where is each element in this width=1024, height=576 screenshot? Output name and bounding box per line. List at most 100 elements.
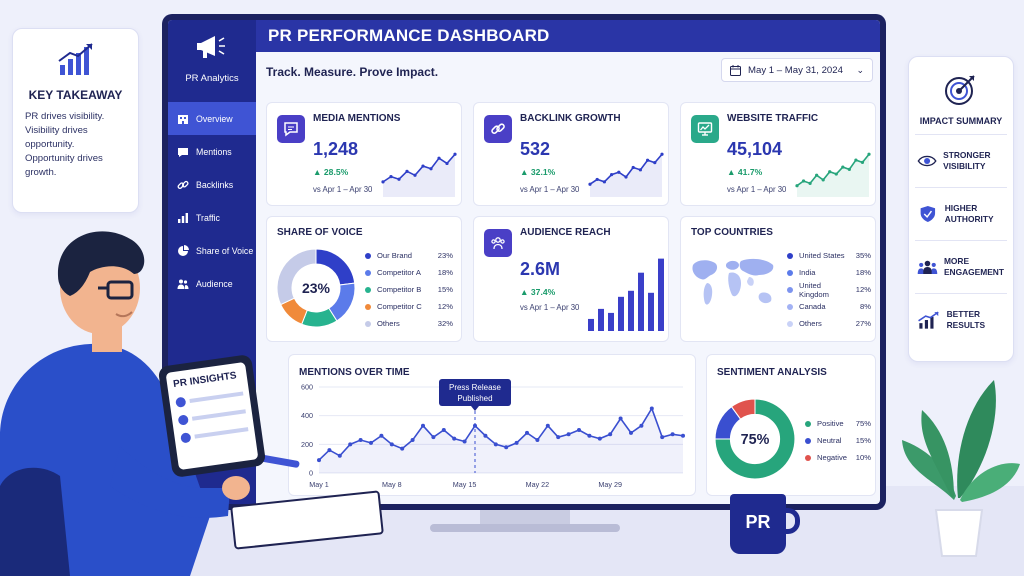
legend-value: 75% — [855, 419, 871, 428]
dashboard-header: PR PERFORMANCE DASHBOARD — [256, 20, 880, 52]
sparkline-point — [828, 170, 832, 174]
legend-value: 18% — [437, 268, 453, 277]
chart-title: MENTIONS OVER TIME — [299, 367, 410, 378]
data-point — [358, 438, 363, 443]
sparkline-point — [821, 178, 825, 182]
legend-item: Competitor B 15% — [365, 281, 453, 298]
tablet: PR INSIGHTS — [157, 354, 267, 478]
legend-value: 10% — [855, 453, 871, 462]
monitor-chart-icon — [691, 115, 719, 143]
sentiment-analysis-card[interactable]: SENTIMENT ANALYSIS 75% Positive 75% Neutr… — [706, 354, 876, 496]
legend-item: Canada 8% — [787, 298, 871, 315]
page-title: PR PERFORMANCE DASHBOARD — [268, 26, 550, 45]
data-point — [493, 442, 498, 447]
legend-value: 35% — [855, 251, 871, 260]
legend-item: Positive 75% — [805, 415, 871, 432]
legend-swatch — [365, 286, 371, 293]
legend-swatch — [365, 252, 371, 259]
sparkline-point — [660, 152, 664, 156]
share-of-voice-legend: Our Brand 23% Competitor A 18% Competitor … — [365, 247, 453, 332]
sidebar-item-label: Share of Voice — [196, 245, 254, 256]
impact-item: BETTER RESULTS — [915, 293, 1007, 346]
sidebar-item-overview[interactable]: Overview — [168, 102, 256, 135]
mentions-sparkline — [381, 152, 457, 197]
sparkline-point — [610, 173, 614, 177]
sparkline-point — [867, 152, 871, 156]
impact-title: IMPACT SUMMARY — [919, 116, 1003, 126]
data-point — [514, 440, 519, 445]
date-range-picker[interactable]: May 1 – May 31, 2024 ⌄ — [721, 58, 873, 82]
sparkline-point — [815, 173, 819, 177]
data-point — [597, 436, 602, 441]
legend-label: Neutral — [817, 436, 842, 445]
monitor-stand — [480, 510, 570, 526]
sidebar-item-label: Traffic — [196, 212, 220, 223]
backlink-growth-card[interactable]: BACKLINK GROWTH 532 ▲ 32.1% vs Apr 1 – A… — [473, 102, 669, 206]
link-icon — [484, 115, 512, 143]
check-icon — [175, 396, 187, 408]
mentions-over-time-card[interactable]: MENTIONS OVER TIME 600 400 200 0 May 1 May 8 M… — [288, 354, 696, 496]
y-tick-label: 200 — [301, 440, 313, 449]
data-point — [566, 432, 571, 437]
reach-bar — [608, 312, 614, 331]
donut-slice — [714, 398, 796, 480]
building-icon — [178, 114, 188, 124]
data-point — [618, 416, 623, 421]
tagline: Track. Measure. Prove Impact. — [266, 65, 439, 79]
y-tick-label: 600 — [301, 383, 313, 392]
sparkline-point — [453, 152, 457, 156]
legend-swatch — [787, 286, 793, 293]
sidebar-item-traffic[interactable]: Traffic — [168, 201, 256, 234]
sidebar-item-share-of-voice[interactable]: Share of Voice — [168, 234, 256, 267]
legend-swatch — [805, 437, 811, 444]
chevron-down-icon[interactable]: ⌄ — [856, 64, 864, 75]
sparkline-point — [638, 168, 642, 172]
media-mentions-card[interactable]: MEDIA MENTIONS 1,248 ▲ 28.5% vs Apr 1 – … — [266, 102, 462, 206]
sidebar-item-mentions[interactable]: Mentions — [168, 135, 256, 168]
check-icon — [177, 414, 189, 426]
website-traffic-card[interactable]: WEBSITE TRAFFIC 45,104 ▲ 41.7% vs Apr 1 … — [680, 102, 876, 206]
target-icon — [915, 65, 1007, 112]
reach-bar — [658, 258, 664, 331]
card-title: BACKLINK GROWTH — [520, 113, 621, 124]
kpi-change: ▲ 32.1% — [520, 167, 556, 177]
reach-value: 2.6M — [520, 259, 561, 279]
sparkline-area — [590, 154, 662, 197]
sidebar-item-backlinks[interactable]: Backlinks — [168, 168, 256, 201]
takeaway-line: PR drives visibility. — [25, 111, 105, 122]
sidebar-item-audience[interactable]: Audience — [168, 267, 256, 300]
impact-item: MORE ENGAGEMENT — [915, 240, 1007, 293]
donut-slice — [730, 398, 756, 420]
top-countries-card[interactable]: TOP COUNTRIES United States 35% India 18% … — [680, 216, 876, 342]
data-point — [525, 430, 529, 435]
card-title: SENTIMENT ANALYSIS — [717, 367, 827, 378]
data-point — [421, 423, 425, 428]
impact-label: BETTER RESULTS — [946, 309, 986, 330]
sparkline-point — [445, 161, 449, 166]
legend-swatch — [365, 320, 371, 327]
monitor: PR Analytics Overview Mentions Backlinks… — [162, 14, 886, 510]
legend-item: Competitor C 12% — [365, 298, 453, 315]
legend-value: 23% — [437, 251, 453, 260]
x-tick-label: May 8 — [382, 480, 402, 489]
reach-bar — [638, 272, 644, 331]
sparkline-point — [421, 164, 425, 168]
legend-item: Our Brand 23% — [365, 247, 453, 264]
data-point — [348, 442, 353, 447]
legend-label: Canada — [799, 302, 826, 311]
share-of-voice-card[interactable]: SHARE OF VOICE 23% Our Brand 23% Competit… — [266, 216, 462, 342]
legend-value: 12% — [855, 285, 871, 294]
annotation-box — [439, 379, 511, 406]
donut-slice — [276, 248, 317, 306]
legend-swatch — [805, 420, 811, 427]
takeaway-title: KEY TAKEAWAY — [28, 88, 123, 102]
sparkline-point — [617, 170, 621, 174]
pie-chart-icon — [178, 244, 189, 256]
growth-chart-icon — [918, 311, 939, 329]
legend-item: Others 27% — [787, 315, 871, 332]
audience-reach-card[interactable]: AUDIENCE REACH 2.6M ▲ 37.4% vs Apr 1 – A… — [473, 216, 669, 342]
data-point — [535, 438, 540, 443]
reach-change: ▲ 37.4% — [520, 287, 556, 297]
legend-item: Negative 10% — [805, 449, 871, 466]
sidebar-item-label: Backlinks — [196, 179, 234, 190]
